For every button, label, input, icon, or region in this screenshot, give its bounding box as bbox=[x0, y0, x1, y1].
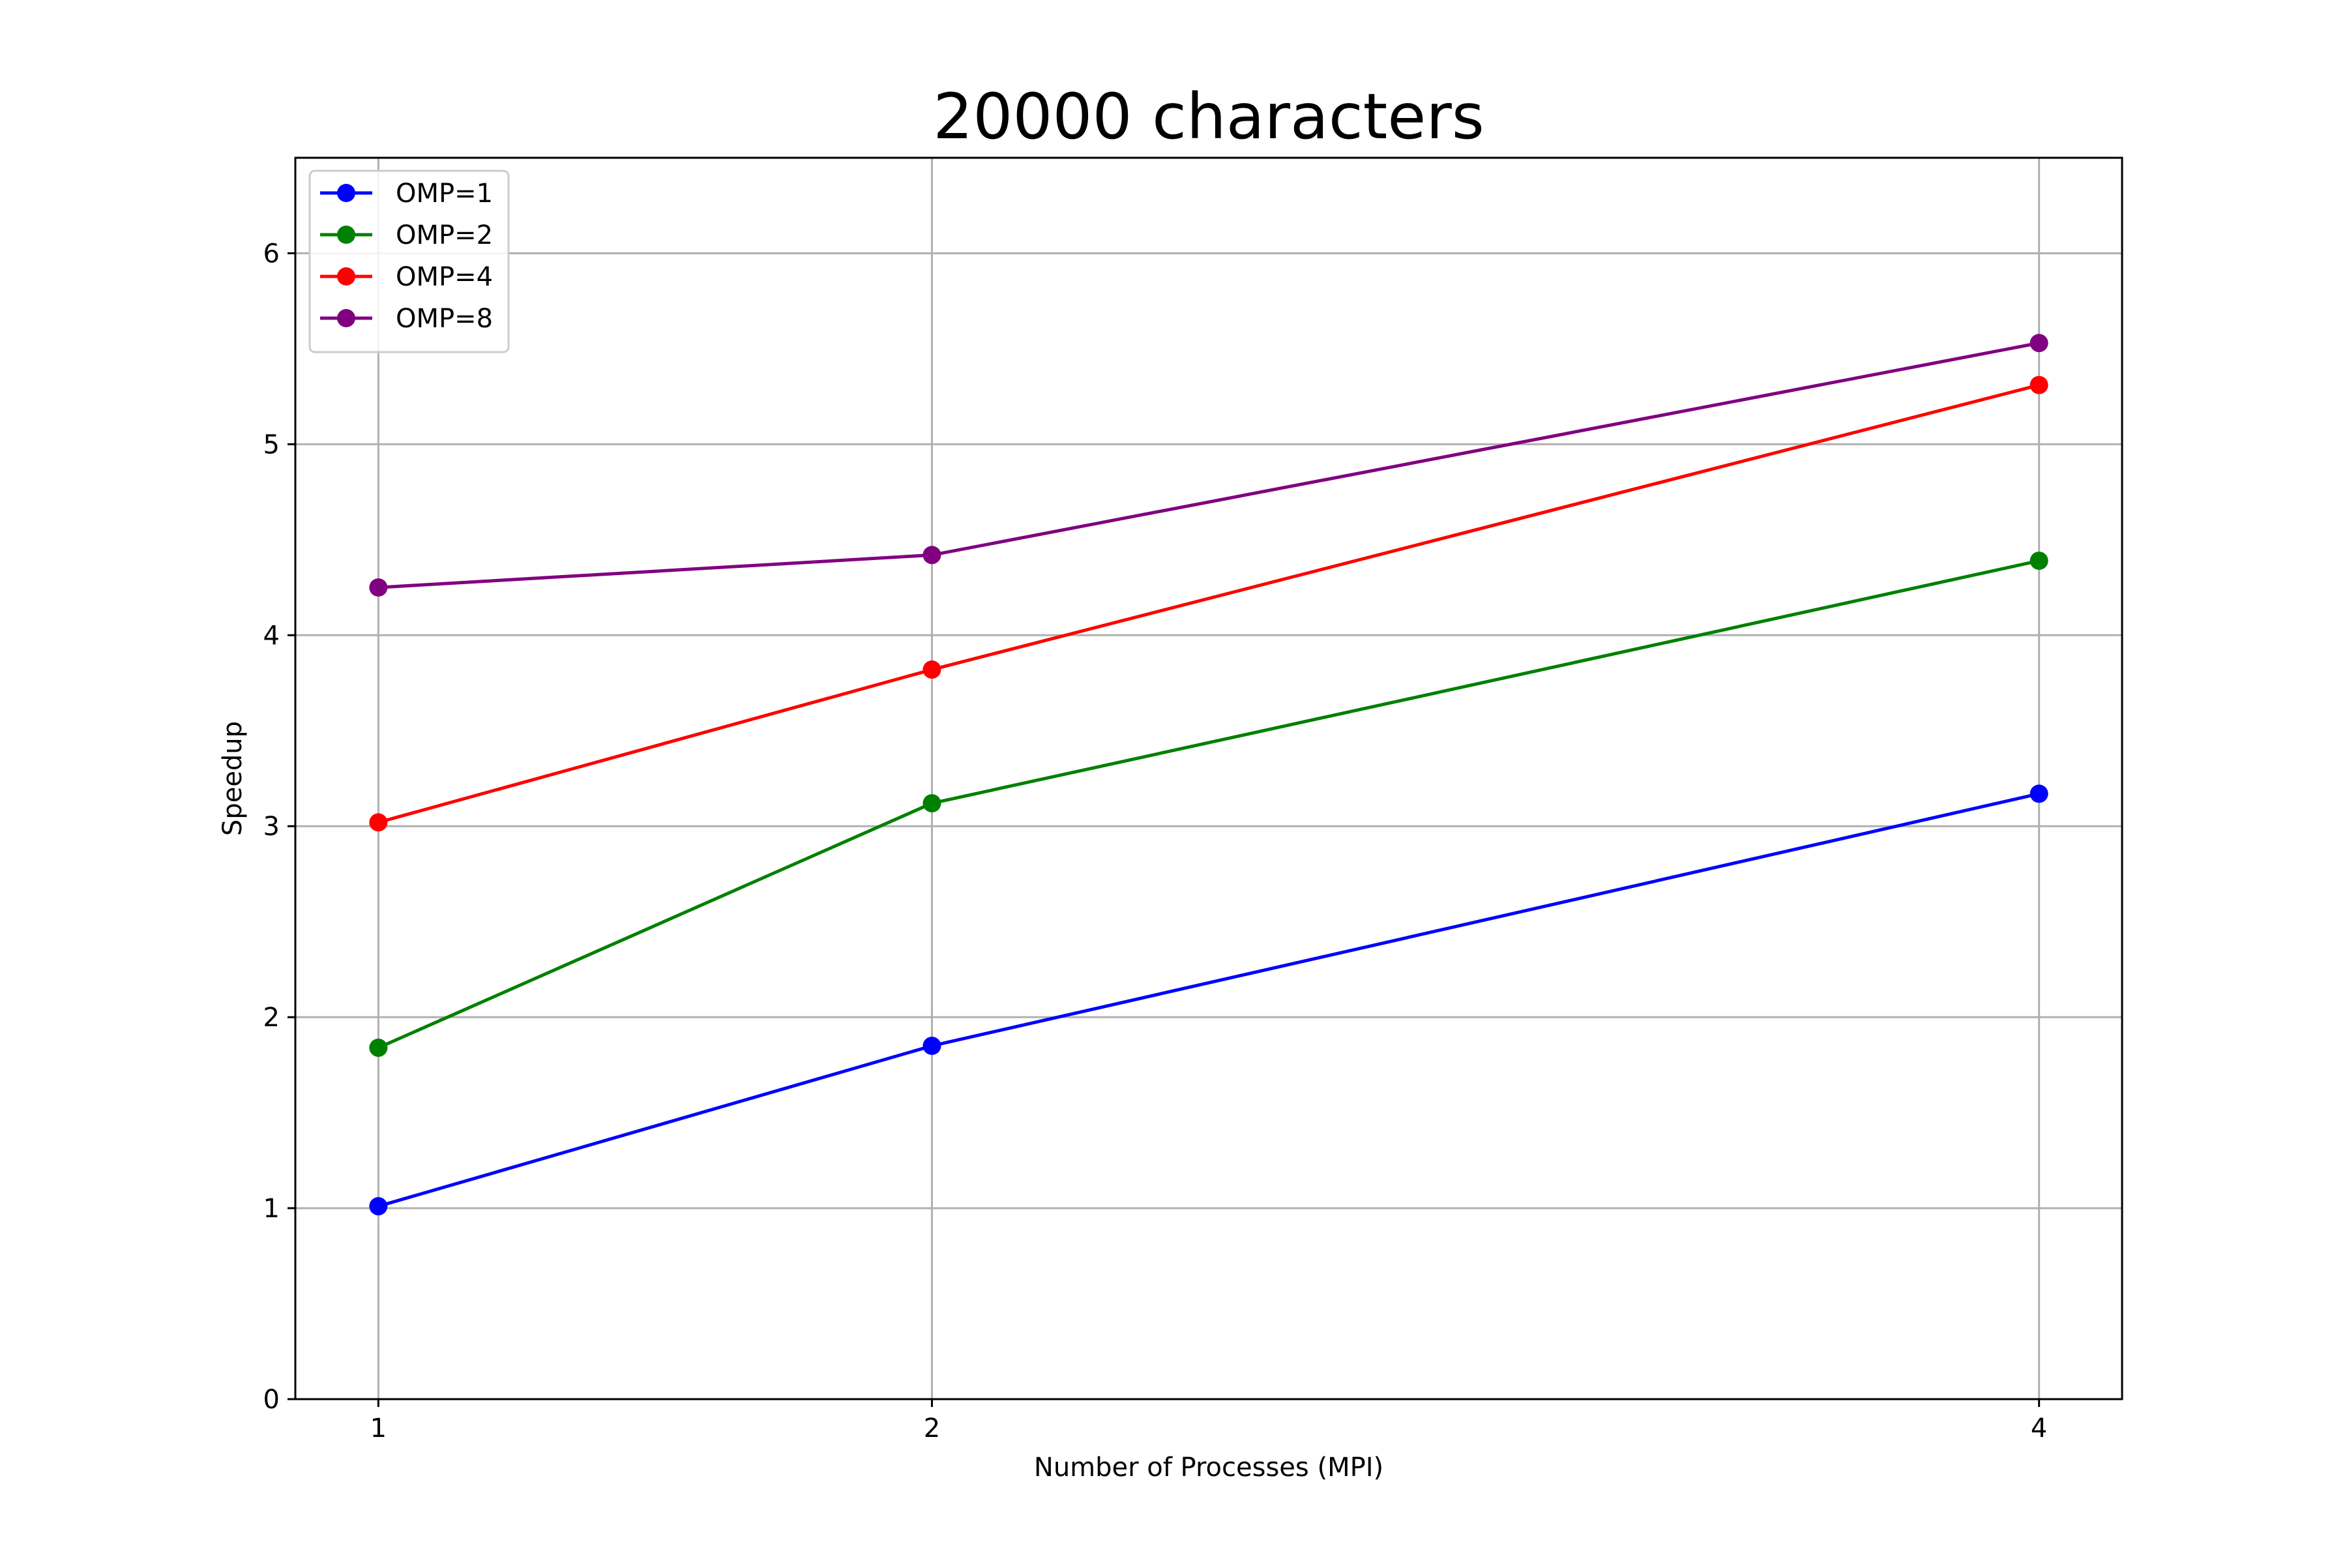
y-tick-label: 6 bbox=[263, 239, 280, 269]
y-tick-label: 2 bbox=[263, 1003, 280, 1033]
axis-ticks: 1 2 4 0 1 2 3 4 5 6 bbox=[263, 239, 2048, 1443]
data-point bbox=[369, 578, 388, 597]
data-point bbox=[369, 1039, 388, 1058]
data-point bbox=[2030, 376, 2048, 394]
y-axis-label: Speedup bbox=[218, 721, 248, 836]
data-point bbox=[923, 1037, 941, 1056]
legend-item: OMP=2 bbox=[320, 220, 493, 250]
legend-label: OMP=8 bbox=[396, 304, 493, 334]
x-tick-label: 4 bbox=[2031, 1413, 2047, 1443]
legend-item: OMP=1 bbox=[320, 179, 493, 209]
y-tick-label: 1 bbox=[263, 1194, 280, 1224]
plot-frame bbox=[294, 156, 2123, 1400]
series-omp-8 bbox=[369, 334, 2048, 597]
legend-label: OMP=2 bbox=[396, 220, 493, 250]
legend-marker bbox=[337, 226, 355, 244]
data-point bbox=[369, 1197, 388, 1216]
legend-marker bbox=[337, 184, 355, 202]
series-omp-1 bbox=[369, 784, 2048, 1216]
data-point bbox=[2030, 784, 2048, 803]
series-omp-2 bbox=[369, 552, 2048, 1058]
data-point bbox=[2030, 334, 2048, 353]
data-point bbox=[923, 660, 941, 679]
y-tick-label: 3 bbox=[263, 812, 280, 842]
legend-label: OMP=4 bbox=[396, 262, 493, 292]
legend-marker bbox=[337, 309, 355, 327]
x-axis-label: Number of Processes (MPI) bbox=[1034, 1453, 1383, 1483]
y-tick-label: 0 bbox=[263, 1385, 280, 1415]
legend-box bbox=[308, 170, 510, 353]
y-tick-label: 5 bbox=[263, 430, 280, 460]
grid bbox=[295, 158, 2122, 1400]
x-tick-label: 1 bbox=[370, 1413, 387, 1443]
chart-title: 20000 characters bbox=[933, 80, 1484, 153]
legend-label: OMP=1 bbox=[396, 179, 493, 209]
data-point bbox=[923, 794, 941, 813]
legend-item: OMP=4 bbox=[320, 262, 493, 292]
data-point bbox=[369, 813, 388, 832]
series-layer bbox=[369, 334, 2048, 1216]
data-point bbox=[2030, 552, 2048, 570]
legend-item: OMP=8 bbox=[320, 304, 493, 334]
y-tick-label: 4 bbox=[263, 621, 280, 651]
data-point bbox=[923, 546, 941, 565]
x-tick-label: 2 bbox=[924, 1413, 940, 1443]
legend-marker bbox=[337, 267, 355, 286]
legend: OMP=1 OMP=2 OMP=4 OMP=8 bbox=[308, 170, 510, 353]
series-omp-4 bbox=[369, 376, 2048, 832]
